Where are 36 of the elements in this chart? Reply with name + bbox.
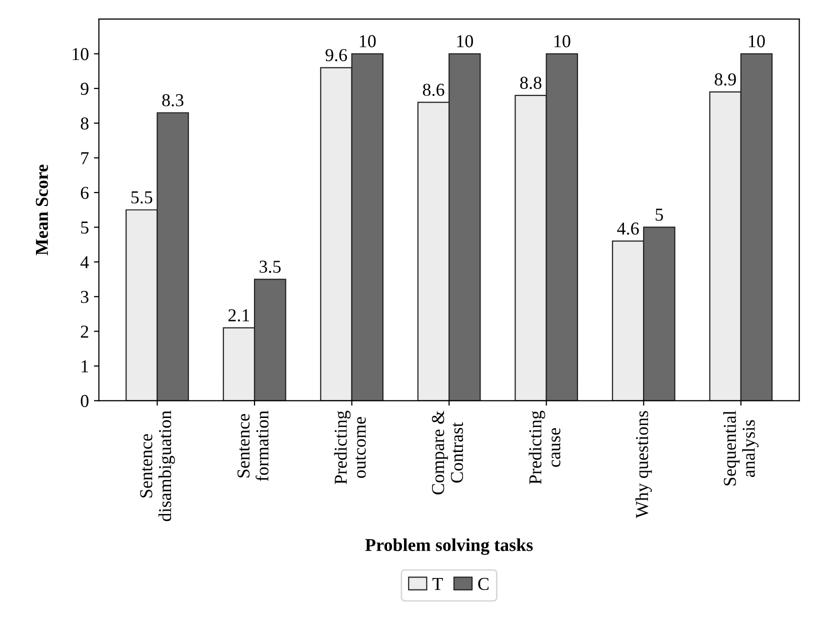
data-label: 3.5 bbox=[260, 260, 281, 273]
data-label: 10 bbox=[749, 35, 765, 48]
data-label: 8.3 bbox=[162, 94, 184, 106]
y-tick-label: 8 bbox=[80, 117, 88, 130]
x-tick-label: Predicting outcome bbox=[334, 410, 366, 484]
data-label: 8.8 bbox=[520, 76, 542, 90]
data-label: 9.6 bbox=[326, 49, 347, 62]
data-label: 5 bbox=[656, 208, 664, 221]
x-tick-label: Predicting cause bbox=[528, 410, 560, 484]
data-label: 8.9 bbox=[714, 73, 736, 86]
y-tick-label: 4 bbox=[80, 256, 89, 268]
data-label: 4.6 bbox=[617, 222, 639, 235]
y-tick-label: 10 bbox=[72, 48, 88, 60]
data-label: 10 bbox=[457, 35, 473, 48]
data-label: 5.5 bbox=[131, 191, 152, 204]
x-tick-label: Compare & Contrast bbox=[432, 410, 464, 494]
y-axis-title: Mean Score bbox=[36, 164, 48, 256]
y-tick-label: 7 bbox=[81, 152, 89, 164]
data-label: 10 bbox=[554, 35, 570, 48]
legend-label: C bbox=[478, 578, 489, 590]
data-label: 8.6 bbox=[422, 84, 444, 96]
y-tick-label: 3 bbox=[80, 290, 88, 304]
y-tick-label: 1 bbox=[82, 360, 88, 372]
y-tick-label: 2 bbox=[80, 326, 88, 338]
legend-label: T bbox=[432, 578, 443, 590]
y-tick-label: 0 bbox=[80, 394, 88, 408]
x-tick-label: Sentence disambiguation bbox=[140, 410, 175, 522]
x-tick-label: Why questions bbox=[635, 411, 652, 518]
data-label: 10 bbox=[360, 35, 376, 48]
y-tick-label: 6 bbox=[80, 186, 89, 199]
x-tick-label: Sentence formation bbox=[237, 410, 268, 482]
data-label: 2.1 bbox=[228, 309, 250, 322]
x-tick-label: Sequential analysis bbox=[723, 410, 759, 486]
x-axis-title: Problem solving tasks bbox=[365, 538, 533, 555]
y-tick-label: 9 bbox=[80, 82, 88, 95]
y-tick-label: 5 bbox=[81, 222, 88, 234]
